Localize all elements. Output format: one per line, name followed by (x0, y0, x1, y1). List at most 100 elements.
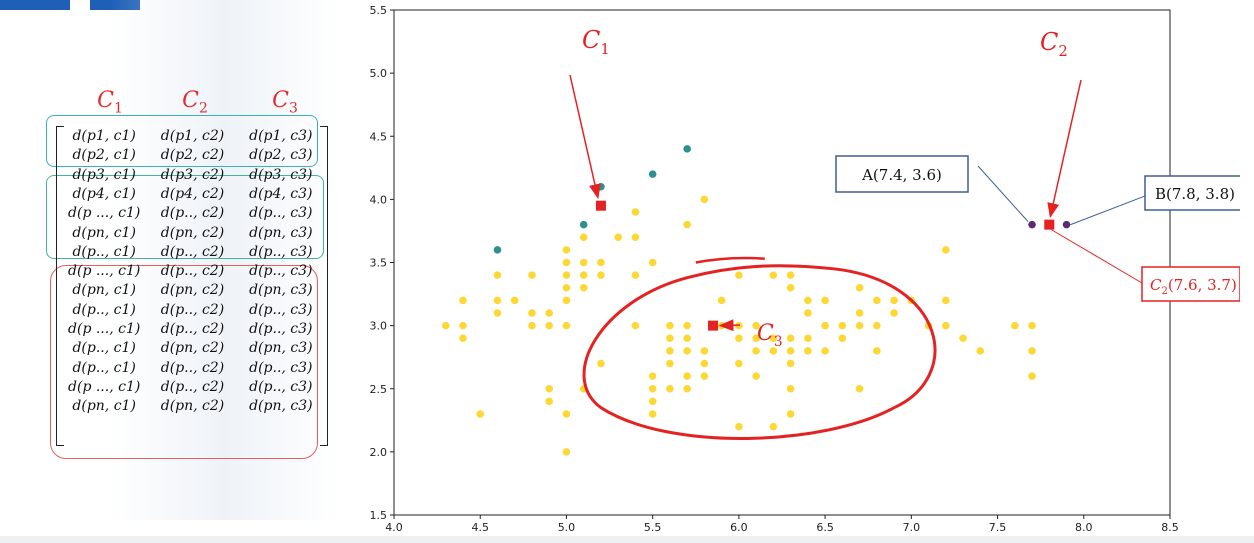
yellow-point (648, 384, 657, 393)
centroid-label-sub: 2 (1058, 42, 1067, 60)
yellow-point (666, 334, 674, 343)
centroid-c2-label-part: 2 (1161, 286, 1167, 297)
yellow-point (786, 410, 795, 418)
yellow-point (976, 347, 985, 355)
yellow-point (459, 321, 467, 330)
yellow-point (528, 271, 536, 279)
matrix-cell: d(pn, c1) (72, 282, 136, 299)
matrix-row: d(p3, c1) d(p3, c2) d(p3, c3) (60, 167, 325, 186)
x-tick-label: 4.5 (471, 521, 489, 534)
yellow-point (631, 208, 640, 216)
matrix-cell: d(p2, c1) (72, 147, 136, 164)
matrix-cell: d(p.., c3) (249, 359, 313, 376)
y-tick-label: 1.5 (370, 509, 388, 522)
distance-matrix: C1 C2 C3 d(p1, c1) d(p1, c2) d(p1, c3) d(p2… (40, 80, 340, 470)
teal-point (597, 182, 605, 191)
yellow-point (562, 246, 571, 254)
yellow-point (597, 258, 605, 267)
yellow-point (838, 321, 847, 330)
yellow-point (752, 321, 760, 330)
column-header-c1: C1 (97, 88, 123, 117)
matrix-row: d(p.., c1) d(pn, c2) d(pn, c3) (60, 340, 325, 359)
yellow-point (510, 296, 519, 305)
centroid-c2-label-part: C (1150, 276, 1162, 294)
matrix-cell: d(p.., c2) (160, 378, 225, 395)
matrix-cell: d(p.., c1) (72, 243, 136, 260)
yellow-point (873, 347, 881, 355)
yellow-point (769, 271, 778, 279)
matrix-row: d(p2, c1) d(p2, c2) d(p2, c3) (60, 147, 325, 166)
cluster-group-box (46, 115, 318, 167)
yellow-point (717, 296, 726, 305)
yellow-point (648, 258, 657, 267)
cluster-ellipse (582, 264, 937, 440)
centroid-label: C2 (1040, 28, 1068, 60)
teal-point (648, 170, 657, 178)
yellow-point (855, 321, 864, 330)
yellow-point (804, 334, 812, 343)
yellow-point (528, 321, 536, 330)
yellow-point (683, 334, 691, 343)
yellow-point (579, 271, 588, 279)
yellow-point (528, 309, 536, 317)
yellow-point (683, 220, 691, 229)
matrix-cell: d(p ..., c1) (68, 263, 141, 280)
yellow-point (683, 321, 691, 330)
plot-frame (393, 9, 1171, 516)
yellow-point (769, 422, 778, 431)
y-tick-label: 2.0 (370, 446, 388, 459)
yellow-point (873, 296, 881, 305)
yellow-point (666, 321, 674, 330)
matrix-cell: d(p1, c1) (72, 128, 136, 144)
yellow-point (648, 372, 657, 380)
column-header-c2: C2 (182, 88, 208, 117)
matrix-row: d(p ..., c1) d(p.., c2) d(p.., c3) (60, 321, 325, 340)
yellow-point (459, 296, 467, 305)
yellow-point (855, 283, 864, 292)
matrix-cell: d(pn, c3) (249, 224, 313, 241)
yellow-point (821, 321, 829, 330)
yellow-point (855, 384, 864, 393)
matrix-cell: d(p.., c3) (249, 378, 313, 395)
matrix-cell: d(p.., c2) (160, 301, 225, 318)
yellow-point (735, 359, 743, 368)
yellow-point (804, 347, 812, 355)
yellow-point (493, 296, 502, 305)
centroid-c2-leader (1051, 229, 1143, 284)
scatter-chart: 4.0 4.5 5.0 5.5 6.0 6.5 7.0 7.5 8.0 8.5 1.5 2.0 2.5 3… (370, 4, 1240, 534)
yellow-point (441, 321, 450, 330)
yellow-point (769, 347, 778, 355)
cluster-group-box (46, 175, 324, 259)
centroid-marker (595, 200, 606, 211)
matrix-cell: d(p.., c2) (160, 263, 225, 280)
yellow-point (786, 347, 795, 355)
yellow-point (821, 296, 829, 305)
x-tick-label: 7.5 (989, 521, 1007, 534)
matrix-cell: d(p1, c3) (249, 128, 313, 144)
teal-point (579, 220, 588, 229)
yellow-point (597, 359, 605, 368)
yellow-point (683, 347, 691, 355)
yellow-point (476, 410, 485, 418)
matrix-cell: d(pn, c3) (249, 340, 313, 357)
yellow-point (631, 321, 640, 330)
yellow-point (855, 309, 864, 317)
yellow-point (735, 271, 743, 279)
centroid-arrow (569, 74, 601, 200)
matrix-row: d(pn, c1) d(pn, c2) d(pn, c3) (60, 282, 325, 301)
yellow-point (700, 347, 709, 355)
matrix-cell: d(p1, c2) (160, 128, 225, 144)
point-b-box (1144, 175, 1240, 211)
x-tick-label: 7.0 (903, 521, 921, 534)
matrix-cell: d(p3, c1) (72, 166, 136, 183)
matrix-cell: d(p ..., c1) (68, 321, 141, 337)
yellow-point (562, 321, 571, 330)
yellow-point (545, 397, 553, 406)
y-tick-label: 2.5 (370, 383, 388, 396)
matrix-left-bracket (56, 126, 64, 446)
centroid-label-sub: 3 (774, 334, 783, 350)
yellow-point (873, 321, 881, 330)
matrix-cell: d(p.., c3) (249, 321, 313, 337)
yellow-point (1028, 321, 1036, 330)
yellow-point (769, 334, 778, 343)
